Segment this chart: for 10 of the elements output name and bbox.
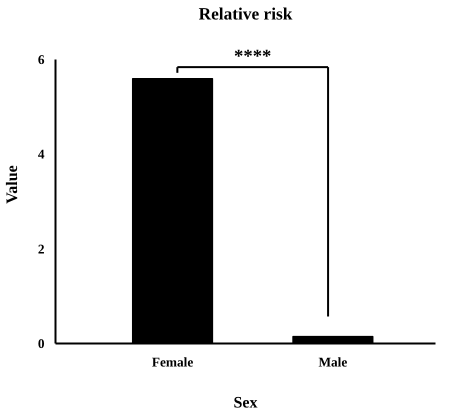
x-axis-title: Sex xyxy=(234,394,258,412)
annotation: **** xyxy=(234,46,272,68)
chart-title: Relative risk xyxy=(198,4,293,24)
x-tick-label: Female xyxy=(152,354,194,370)
y-tick-label: 4 xyxy=(38,146,45,162)
y-axis-title: Value xyxy=(4,165,21,204)
y-tick-label: 2 xyxy=(38,241,45,256)
y-tick-label: 0 xyxy=(38,336,45,351)
x-tick-label: Male xyxy=(318,354,348,370)
y-tick-label: 6 xyxy=(38,52,45,68)
